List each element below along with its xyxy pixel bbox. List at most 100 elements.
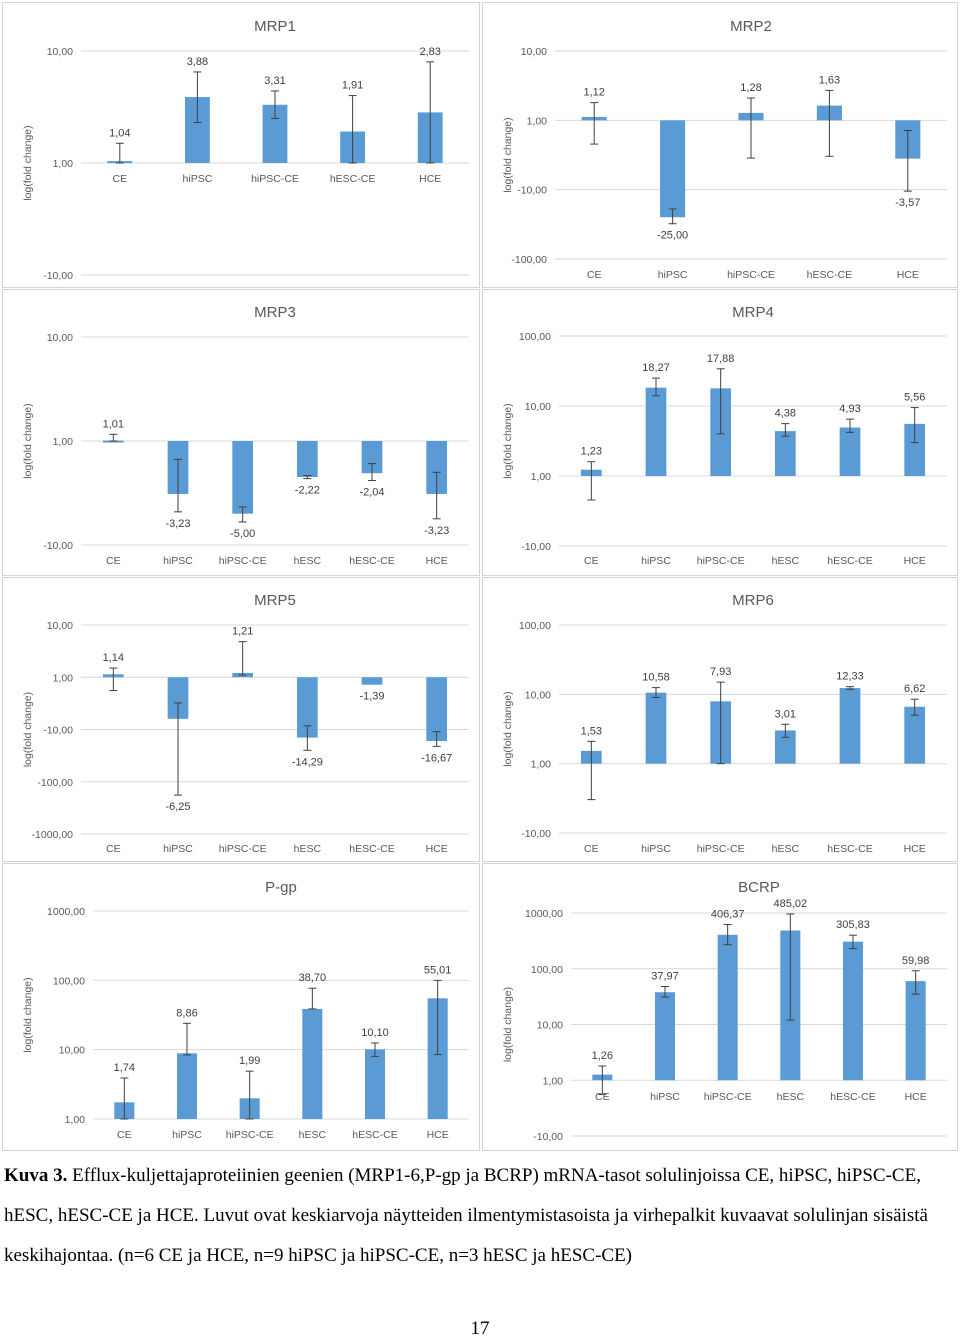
data-label: 55,01: [424, 964, 452, 976]
y-tick-label: -10,00: [43, 540, 73, 552]
y-axis-title: log(fold change): [22, 403, 34, 478]
data-label: 38,70: [299, 972, 327, 984]
error-bar: [245, 1070, 254, 1120]
category-label: hESC-CE: [349, 843, 395, 855]
y-tick-label: 10,00: [525, 401, 551, 413]
category-label: CE: [117, 1129, 132, 1141]
chart-title: MRP3: [254, 304, 296, 321]
error-bar: [598, 1065, 607, 1095]
chart-panel-p-gp: P-gp log(fold change) 1000,00 100,00 10,00 1,…: [2, 863, 480, 1151]
y-tick-label: 10,00: [521, 46, 547, 58]
category-label: hiPSC: [172, 1129, 202, 1141]
y-tick-label: 10,00: [47, 46, 73, 58]
page-number: 17: [470, 1318, 490, 1339]
bar-hesc: [296, 677, 318, 738]
data-label: 1,63: [819, 74, 840, 86]
y-axis-title: log(fold change): [22, 125, 34, 200]
chart-title: P-gp: [265, 879, 297, 896]
error-bar: [590, 102, 599, 145]
bar-hesc-ce: [361, 677, 383, 685]
y-tick-label: 1,00: [527, 115, 548, 127]
chart-panel-bcrp: BCRP log(fold change) 1000,00 100,00 10,00 1,…: [482, 863, 958, 1151]
category-label: CE: [595, 1091, 610, 1103]
chart-title: MRP5: [254, 592, 296, 609]
y-axis-title: log(fold change): [502, 117, 514, 192]
error-bar: [120, 1077, 129, 1120]
data-label: 8,86: [176, 1007, 197, 1019]
bar-hesc-ce: [361, 441, 383, 474]
data-label: 3,88: [187, 56, 208, 68]
data-label: -6,25: [165, 801, 190, 813]
bar-hce: [426, 441, 448, 494]
y-axis-title: log(fold change): [502, 691, 514, 766]
chart-svg: MRP3 log(fold change) 10,00 1,00 -10,00 1,01 C…: [22, 304, 469, 567]
error-bar: [433, 979, 442, 1056]
error-bar: [109, 433, 118, 442]
error-bar: [781, 423, 790, 437]
error-bar: [303, 475, 312, 480]
data-label: -3,23: [424, 525, 449, 537]
category-label: hiPSC-CE: [727, 269, 775, 281]
category-label: HCE: [427, 1129, 449, 1141]
bar-hipsc-ce: [717, 934, 738, 1081]
category-label: hiPSC-CE: [251, 173, 299, 185]
error-bar: [371, 1042, 379, 1057]
data-label: -2,22: [295, 485, 320, 497]
bar-hipsc: [645, 692, 667, 764]
data-label: 7,93: [710, 666, 731, 678]
data-label: 1,21: [232, 626, 253, 638]
category-label: hiPSC: [183, 173, 213, 185]
category-label: hiPSC-CE: [226, 1129, 274, 1141]
chart-svg: BCRP log(fold change) 1000,00 100,00 10,00 1,…: [502, 879, 947, 1143]
category-label: hiPSC: [641, 843, 671, 855]
chart-svg: P-gp log(fold change) 1000,00 100,00 10,00 1,…: [22, 879, 469, 1141]
y-tick-label: 1,00: [53, 158, 74, 170]
chart-title: MRP2: [730, 18, 772, 35]
category-label: HCE: [905, 1091, 927, 1103]
category-label: HCE: [426, 555, 448, 567]
error-bar: [587, 461, 596, 501]
category-label: hiPSC: [163, 555, 193, 567]
y-tick-label: -10,00: [521, 828, 551, 840]
data-label: 2,83: [419, 46, 440, 58]
data-label: 5,56: [904, 392, 925, 404]
y-tick-label: 1000,00: [47, 906, 85, 918]
bar-hce: [426, 677, 448, 742]
category-label: hESC-CE: [827, 843, 873, 855]
error-bar: [109, 667, 118, 692]
category-label: hESC-CE: [830, 1091, 876, 1103]
category-label: CE: [106, 843, 121, 855]
error-bar: [723, 924, 732, 946]
error-bar: [308, 987, 317, 1010]
data-label: 1,04: [109, 127, 130, 139]
chart-svg: MRP5 log(fold change) 10,00 1,00 -10,00 -100,…: [22, 592, 469, 855]
data-label: 406,37: [711, 909, 745, 921]
y-axis-title: log(fold change): [502, 403, 514, 478]
data-label: 1,91: [342, 80, 363, 92]
bar-hce: [904, 706, 926, 764]
error-bar: [587, 740, 596, 801]
error-bar: [910, 407, 919, 444]
chart-title: BCRP: [738, 879, 780, 896]
error-bar: [668, 208, 677, 225]
data-label: 59,98: [902, 955, 930, 967]
chart-panel-mrp2: MRP2 log(fold change) 10,00 1,00 -10,00 -100,…: [482, 2, 958, 288]
data-label: -2,04: [359, 487, 384, 499]
category-label: hiPSC-CE: [697, 843, 745, 855]
bar-hce: [904, 423, 926, 476]
error-bar: [910, 698, 919, 716]
chart-panel-mrp3: MRP3 log(fold change) 10,00 1,00 -10,00 1,01 C…: [2, 289, 480, 576]
chart-svg: MRP2 log(fold change) 10,00 1,00 -10,00 -100,…: [502, 18, 947, 281]
y-tick-label: -100,00: [511, 254, 547, 266]
error-bar: [747, 97, 755, 159]
error-bar: [846, 686, 854, 690]
chart-grid: MRP1 log(fold change) 10,00 1,00 -10,00 1,04 C…: [2, 2, 958, 1151]
bar-ce: [102, 440, 124, 443]
data-label: 1,26: [592, 1050, 613, 1062]
error-bar: [825, 89, 834, 157]
chart-svg: MRP6 log(fold change) 100,00 10,00 1,00 -10,0…: [502, 592, 947, 855]
category-label: hESC-CE: [827, 555, 873, 567]
chart-panel-mrp4: MRP4 log(fold change) 100,00 10,00 1,00 -10,0…: [482, 289, 958, 576]
y-tick-label: -10,00: [43, 270, 73, 282]
y-tick-label: 10,00: [59, 1045, 85, 1057]
